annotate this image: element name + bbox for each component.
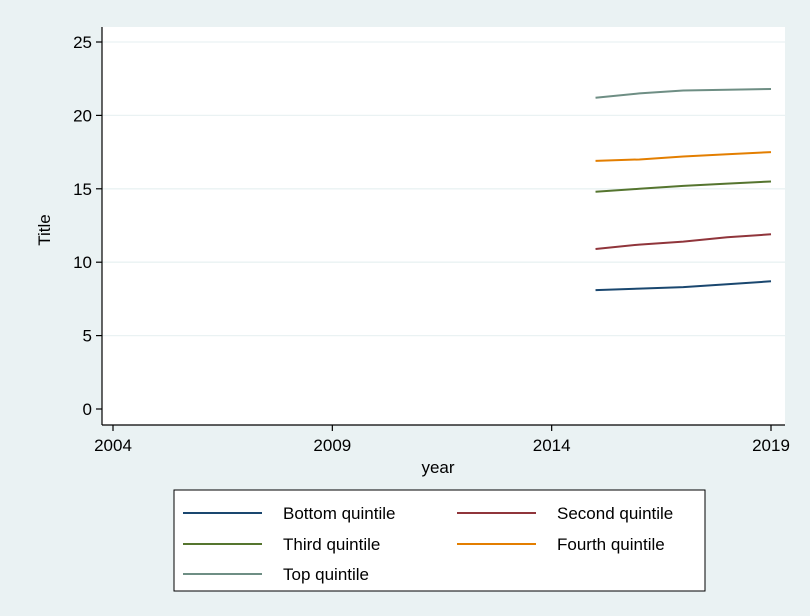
plot-area xyxy=(102,27,785,425)
y-tick-label: 15 xyxy=(73,180,92,199)
legend-item: Second quintile xyxy=(457,504,673,523)
x-axis-title: year xyxy=(421,458,454,477)
legend-label: Fourth quintile xyxy=(557,535,665,554)
x-axis-ticks: 2004 2009 2014 2019 xyxy=(94,425,790,455)
x-tick-label: 2009 xyxy=(313,436,351,455)
legend-item: Bottom quintile xyxy=(183,504,395,523)
y-axis-title: Title xyxy=(35,214,54,246)
legend-label: Second quintile xyxy=(557,504,673,523)
grid-lines xyxy=(102,41,785,337)
legend-item: Third quintile xyxy=(183,535,380,554)
legend-label: Top quintile xyxy=(283,565,369,584)
legend-item: Top quintile xyxy=(183,565,369,584)
x-tick-label: 2004 xyxy=(94,436,132,455)
y-tick-label: 5 xyxy=(83,327,92,346)
x-tick-label: 2014 xyxy=(533,436,571,455)
y-tick-label: 0 xyxy=(83,400,92,419)
y-tick-label: 25 xyxy=(73,33,92,52)
legend-label: Third quintile xyxy=(283,535,380,554)
y-axis-ticks: 0 5 10 15 20 25 xyxy=(73,33,102,419)
legend-item: Fourth quintile xyxy=(457,535,665,554)
series-lines xyxy=(595,87,772,292)
legend-box xyxy=(173,489,706,592)
y-tick-label: 20 xyxy=(73,106,92,125)
legend-label: Bottom quintile xyxy=(283,504,395,523)
legend: Bottom quintile Second quintile Third quin… xyxy=(173,489,706,592)
y-tick-label: 10 xyxy=(73,253,92,272)
x-tick-label: 2019 xyxy=(752,436,790,455)
